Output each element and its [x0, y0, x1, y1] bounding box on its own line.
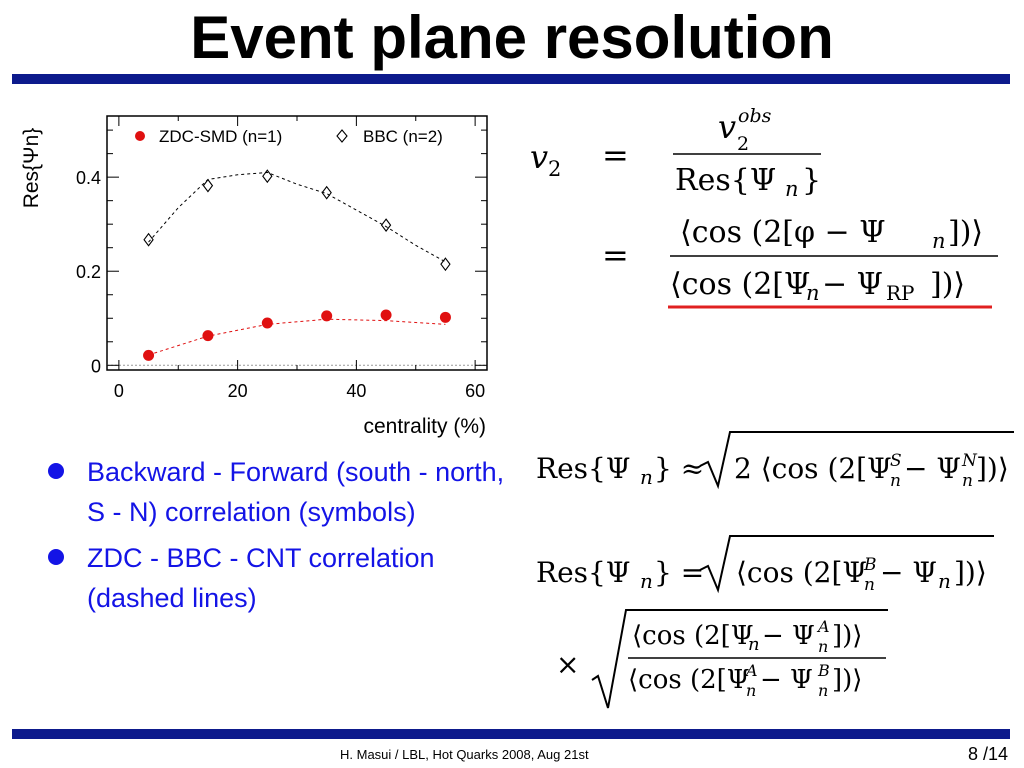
bullet-text: ZDC - BBC - CNT correlation (dashed line… — [87, 543, 435, 613]
bullet-dot-icon — [48, 549, 64, 565]
svg-text:Res{Ψ: Res{Ψ — [675, 163, 776, 198]
bbc-data-point — [440, 257, 451, 272]
svg-text:RP: RP — [886, 281, 915, 305]
svg-text:v: v — [718, 108, 736, 146]
svg-text:2: 2 — [548, 157, 561, 181]
svg-text:}: } — [802, 163, 821, 198]
svg-text:n: n — [640, 465, 653, 489]
svg-text:n: n — [806, 281, 820, 305]
svg-text:n: n — [864, 575, 875, 595]
svg-text:B: B — [817, 661, 830, 680]
svg-text:obs: obs — [738, 105, 772, 127]
formula-res-factor: × ⟨cos (2[Ψ n − Ψ A n ])⟩ ⟨cos (2[Ψ A n … — [556, 609, 888, 709]
svg-text:=: = — [602, 136, 629, 174]
zdc-data-point — [261, 317, 273, 329]
x-tick-label: 40 — [346, 381, 366, 401]
y-tick-label: 0 — [91, 356, 101, 376]
svg-text:Res{Ψ: Res{Ψ — [536, 452, 630, 485]
svg-text:A: A — [816, 617, 830, 636]
footer: H. Masui / LBL, Hot Quarks 2008, Aug 21s… — [0, 744, 1024, 768]
formula-block: v 2 = v obs 2 Res{Ψ n } = ⟨cos (2[φ − Ψ … — [530, 105, 1014, 709]
bullet-text: Backward - Forward (south - north, S - N… — [87, 457, 505, 527]
svg-text:v: v — [530, 138, 548, 176]
svg-text:− Ψ: − Ψ — [762, 621, 815, 651]
svg-text:n: n — [890, 471, 901, 491]
svg-text:B: B — [863, 555, 877, 575]
svg-text:])⟩: ])⟩ — [930, 267, 965, 302]
svg-text:n: n — [748, 634, 760, 655]
svg-text:×: × — [556, 648, 579, 681]
zdc-data-point — [439, 311, 451, 323]
svg-text:⟨cos (2[Ψ: ⟨cos (2[Ψ — [670, 267, 810, 302]
svg-text:])⟩: ])⟩ — [948, 215, 983, 250]
svg-text:− Ψ: − Ψ — [880, 556, 937, 589]
svg-text:n: n — [932, 229, 946, 253]
svg-text:⟨cos (2[Ψ: ⟨cos (2[Ψ — [632, 621, 754, 651]
svg-text:} =: } = — [654, 556, 704, 589]
zdc-data-point — [202, 330, 214, 342]
x-axis-title: centrality (%) — [363, 415, 486, 438]
zdc-dashed-line — [148, 318, 446, 356]
footer-credit: H. Masui / LBL, Hot Quarks 2008, Aug 21s… — [340, 747, 589, 762]
svg-text:2: 2 — [737, 133, 749, 155]
svg-text:n: n — [938, 569, 951, 593]
formula-res-sn: Res{Ψ n } ≈ 2 ⟨cos (2[Ψ S n − Ψ N n ])⟩ — [536, 431, 1014, 491]
bottom-divider — [12, 729, 1010, 739]
page-number: 8 /14 — [968, 744, 1009, 764]
legend-label-zdc: ZDC-SMD (n=1) — [159, 127, 282, 146]
svg-text:=: = — [602, 236, 629, 274]
bullet-item: Backward - Forward (south - north, S - N… — [44, 452, 524, 532]
bbc-data-point — [262, 169, 273, 184]
formula-res-three-sub: Res{Ψ n } = ⟨cos (2[Ψ B n − Ψ n ])⟩ — [536, 535, 994, 595]
bullet-dot-icon — [48, 463, 64, 479]
legend-marker-zdc — [135, 131, 145, 141]
bbc-data-point — [321, 185, 332, 200]
svg-text:Res{Ψ: Res{Ψ — [536, 556, 630, 589]
bbc-data-point — [202, 178, 214, 193]
top-divider — [12, 74, 1010, 84]
svg-text:− Ψ: − Ψ — [822, 267, 883, 302]
svg-text:n: n — [746, 681, 756, 700]
svg-text:])⟩: ])⟩ — [976, 452, 1009, 485]
bbc-dashed-line — [148, 171, 446, 263]
svg-text:S: S — [890, 451, 902, 471]
formula-v2-ratio: = ⟨cos (2[φ − Ψ n ])⟩ ⟨cos (2[Ψ n − Ψ RP… — [602, 215, 998, 305]
slide-title: Event plane resolution — [190, 4, 834, 71]
x-tick-label: 0 — [114, 381, 124, 401]
svg-text:2 ⟨cos (2[Ψ: 2 ⟨cos (2[Ψ — [734, 452, 892, 485]
svg-text:− Ψ: − Ψ — [760, 665, 813, 695]
zdc-data-point — [321, 310, 333, 322]
svg-text:n: n — [962, 471, 973, 491]
x-tick-label: 20 — [228, 381, 248, 401]
y-tick-label: 0.4 — [76, 168, 101, 188]
y-axis-title: Res{Ψn} — [20, 128, 43, 209]
y-tick-label: 0.2 — [76, 262, 101, 282]
legend-marker-bbc — [336, 129, 348, 143]
bullet-item: ZDC - BBC - CNT correlation (dashed line… — [44, 538, 524, 618]
plot-frame — [106, 115, 488, 371]
svg-text:])⟩: ])⟩ — [954, 556, 987, 589]
svg-text:⟨cos (2[Ψ: ⟨cos (2[Ψ — [628, 665, 750, 695]
legend-label-bbc: BBC (n=2) — [363, 127, 443, 146]
svg-text:− Ψ: − Ψ — [904, 452, 961, 485]
svg-text:])⟩: ])⟩ — [832, 665, 862, 695]
bullet-list: Backward - Forward (south - north, S - N… — [44, 452, 524, 624]
resolution-chart: 0 20 40 60 00.20.4 ZDC-SMD (n=1) BBC (n=2) … — [20, 115, 488, 438]
svg-text:n: n — [818, 681, 828, 700]
svg-text:N: N — [961, 451, 978, 471]
svg-text:n: n — [785, 177, 799, 201]
svg-text:} ≈: } ≈ — [654, 452, 704, 485]
bbc-data-point — [143, 232, 154, 247]
svg-text:⟨cos (2[Ψ: ⟨cos (2[Ψ — [736, 556, 867, 589]
svg-text:n: n — [818, 637, 828, 656]
svg-text:A: A — [744, 661, 758, 680]
svg-text:])⟩: ])⟩ — [832, 621, 862, 651]
bbc-data-point — [380, 218, 392, 233]
x-tick-label: 60 — [465, 381, 485, 401]
zdc-data-point — [380, 309, 392, 321]
zdc-data-point — [143, 349, 155, 361]
svg-text:⟨cos (2[φ − Ψ: ⟨cos (2[φ − Ψ — [680, 215, 886, 250]
svg-text:n: n — [640, 569, 653, 593]
formula-v2-definition: v 2 = v obs 2 Res{Ψ n } — [530, 105, 821, 201]
